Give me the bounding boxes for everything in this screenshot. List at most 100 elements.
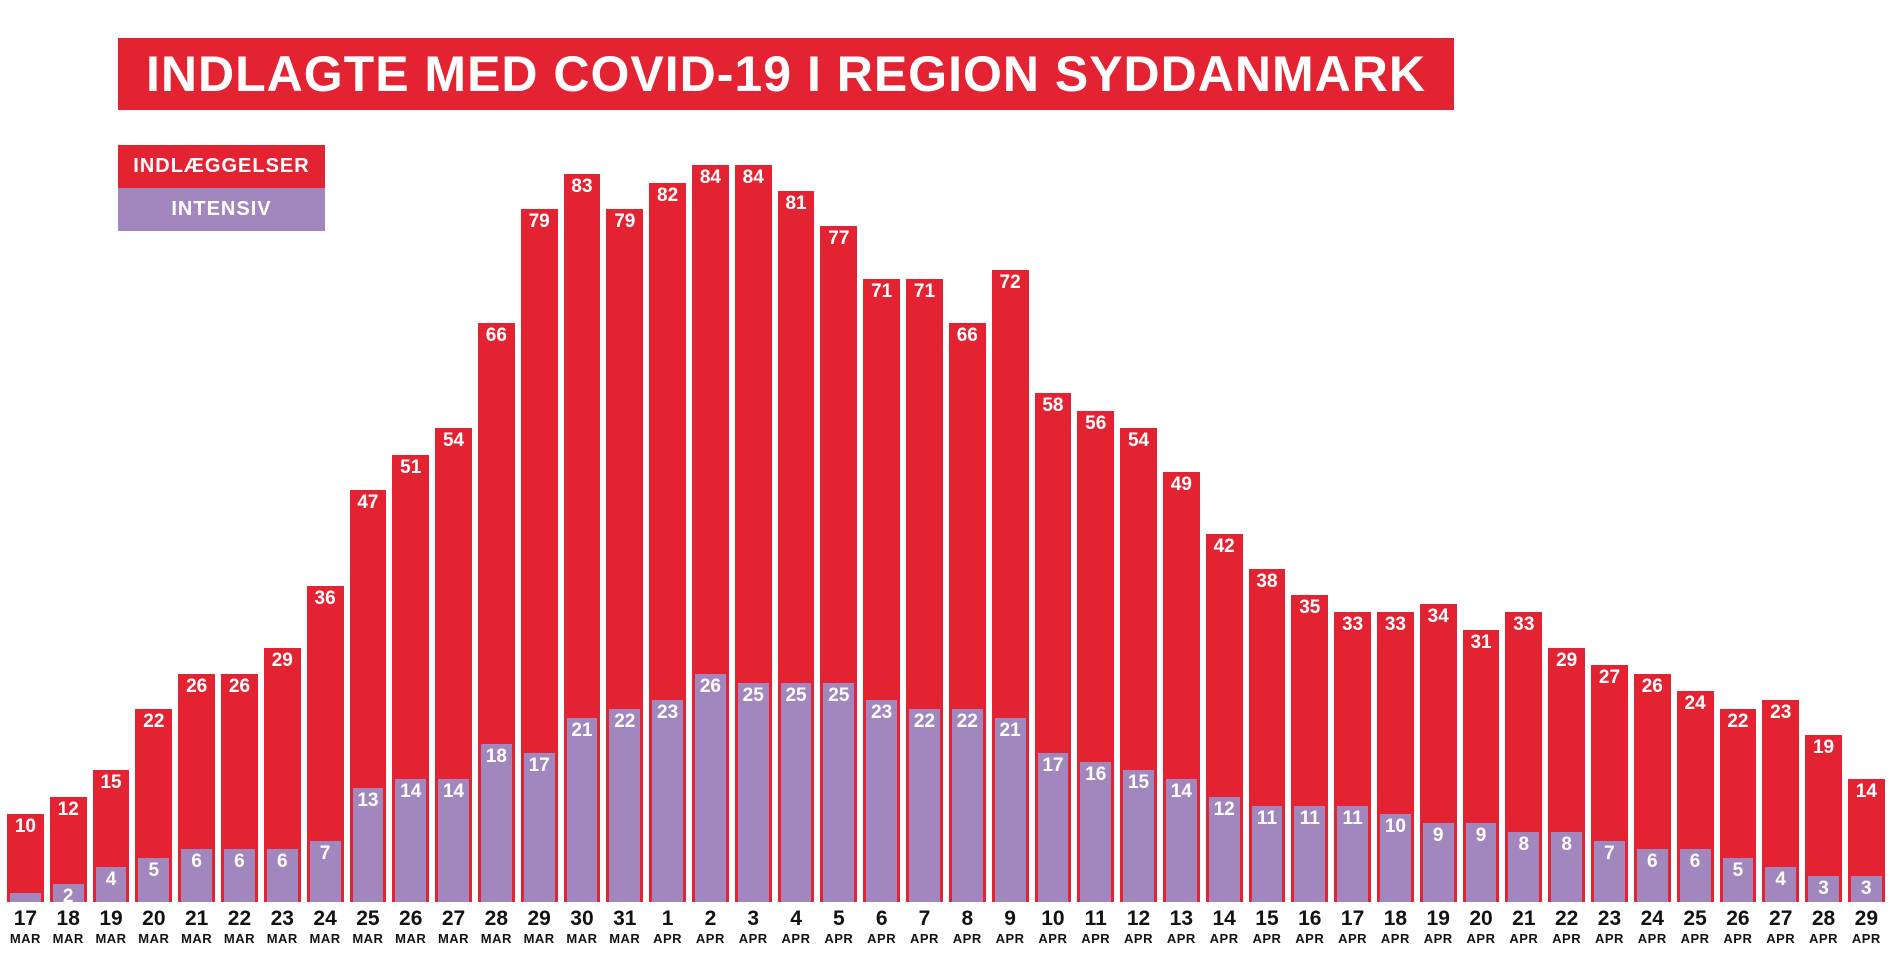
intensive-bar: 22: [609, 708, 641, 902]
date-label-month: APR: [1594, 931, 1624, 947]
date-label: 26 MAR: [392, 902, 429, 976]
date-label-month: MAR: [52, 931, 84, 947]
admissions-value-label: 54: [1127, 430, 1150, 451]
date-label: 23 MAR: [264, 902, 301, 976]
date-label: 26 APR: [1720, 902, 1757, 976]
date-label-day: 22: [1554, 907, 1579, 930]
bar-zone: 84 26: [692, 165, 729, 902]
intensive-bar: 8: [1551, 831, 1583, 902]
intensive-bar: 6: [224, 849, 255, 902]
intensive-bar: 18: [480, 744, 512, 902]
admissions-value-label: 22: [1727, 710, 1749, 731]
bar-group: 10 17 MAR: [7, 165, 44, 976]
date-label-day: 18: [1383, 907, 1408, 930]
intensive-bar: 6: [181, 849, 213, 902]
intensive-value-label: 22: [956, 710, 978, 731]
date-label-day: 28: [1811, 907, 1836, 930]
date-label-month: APR: [909, 931, 939, 947]
legend-item-intensive: INTENSIV: [118, 188, 325, 231]
date-label-day: 18: [56, 907, 80, 930]
intensive-value-label: 23: [657, 702, 679, 723]
admissions-value-label: 42: [1213, 535, 1235, 556]
bar-group: 66 22 8 APR: [948, 165, 986, 976]
bar-zone: 56 16: [1077, 165, 1115, 902]
date-label-day: 27: [1769, 907, 1793, 930]
date-label-month: APR: [1809, 931, 1838, 947]
date-label-month: APR: [1552, 931, 1582, 947]
admissions-value-label: 19: [1812, 737, 1835, 758]
bar-zone: 38 11: [1248, 165, 1286, 902]
admissions-value-label: 27: [1598, 667, 1621, 688]
date-label-day: 6: [875, 907, 888, 930]
intensive-value-label: 17: [528, 754, 550, 775]
date-label: 27 APR: [1762, 902, 1799, 976]
intensive-bar: 14: [395, 779, 427, 902]
date-label-month: APR: [1380, 931, 1410, 947]
bar-group: 36 7 24 MAR: [306, 165, 344, 976]
bars: 10 17 MAR 12 2 18 MAR 15 4 19 MAR 22 5 20 MAR 26 6 21 MAR 2…: [7, 165, 1885, 976]
intensive-value-label: 15: [1127, 772, 1150, 793]
bar-group: 51 14 26 MAR: [392, 165, 430, 976]
intensive-bar: 13: [352, 787, 384, 902]
date-label: 21 APR: [1505, 902, 1542, 976]
date-label-day: 7: [918, 907, 931, 930]
intensive-value-label: 10: [1384, 816, 1406, 837]
date-label: 12 APR: [1120, 902, 1157, 976]
bar-zone: 35 11: [1291, 165, 1329, 902]
intensive-value-label: 8: [1561, 833, 1572, 854]
bar-group: 38 11 15 APR: [1248, 165, 1286, 976]
bar-zone: 10: [7, 165, 44, 902]
intensive-value-label: 4: [1775, 868, 1786, 889]
bar-group: 33 10 18 APR: [1377, 165, 1414, 976]
intensive-value-label: 6: [1689, 851, 1701, 872]
intensive-bar: 17: [523, 752, 555, 902]
date-label-day: 24: [1640, 907, 1664, 930]
admissions-value-label: 26: [228, 675, 251, 696]
date-label-month: MAR: [9, 931, 41, 947]
intensive-value-label: 12: [1213, 798, 1235, 819]
date-label-month: MAR: [566, 931, 598, 947]
intensive-value-label: 4: [105, 868, 117, 889]
bar-group: 22 5 26 APR: [1719, 165, 1757, 976]
date-label: 3 APR: [735, 902, 772, 976]
bar-zone: 29 8: [1548, 165, 1586, 902]
bar-zone: 24 6: [1676, 165, 1714, 902]
admissions-value-label: 23: [1770, 702, 1792, 723]
date-label: 25 MAR: [350, 902, 387, 976]
intensive-value-label: 13: [357, 789, 379, 810]
intensive-value-label: 16: [1085, 763, 1107, 784]
date-label-day: 30: [570, 907, 594, 930]
date-label-month: MAR: [523, 931, 555, 947]
bar-group: 33 11 17 APR: [1334, 165, 1371, 976]
admissions-value-label: 66: [956, 324, 978, 345]
bar-zone: 15 4: [92, 165, 130, 902]
date-label-month: APR: [695, 931, 725, 947]
date-label: 30 MAR: [564, 902, 601, 976]
bar-zone: 58 17: [1034, 165, 1072, 902]
intensive-value-label: 17: [1042, 754, 1064, 775]
date-label-day: 2: [704, 907, 717, 930]
admissions-value-label: 12: [57, 798, 79, 819]
date-label-day: 28: [484, 907, 509, 930]
bar-zone: 54 14: [435, 165, 472, 902]
admissions-value-label: 26: [1641, 675, 1663, 696]
bar-zone: 79 22: [606, 165, 644, 902]
intensive-bar: 5: [1722, 858, 1754, 902]
bar-zone: 54 15: [1120, 165, 1157, 902]
bar-group: 26 6 24 APR: [1633, 165, 1671, 976]
bar-group: 15 4 19 MAR: [92, 165, 130, 976]
bar-zone: 33 11: [1334, 165, 1371, 902]
date-label-month: MAR: [352, 931, 384, 947]
date-label: 16 APR: [1291, 902, 1328, 976]
admissions-bar: 19: [1805, 735, 1842, 902]
admissions-value-label: 71: [913, 281, 936, 302]
date-label: 19 APR: [1420, 902, 1457, 976]
bar-zone: 42 12: [1205, 165, 1243, 902]
date-label: 4 APR: [778, 902, 815, 976]
bar-group: 33 8 21 APR: [1505, 165, 1543, 976]
intensive-value-label: 2: [62, 886, 74, 907]
date-label-month: APR: [1338, 931, 1368, 947]
chart-title: INDLAGTE MED COVID-19 I REGION SYDDANMAR…: [118, 38, 1454, 110]
intensive-bar: 4: [95, 866, 127, 902]
date-label: 20 MAR: [135, 902, 172, 976]
